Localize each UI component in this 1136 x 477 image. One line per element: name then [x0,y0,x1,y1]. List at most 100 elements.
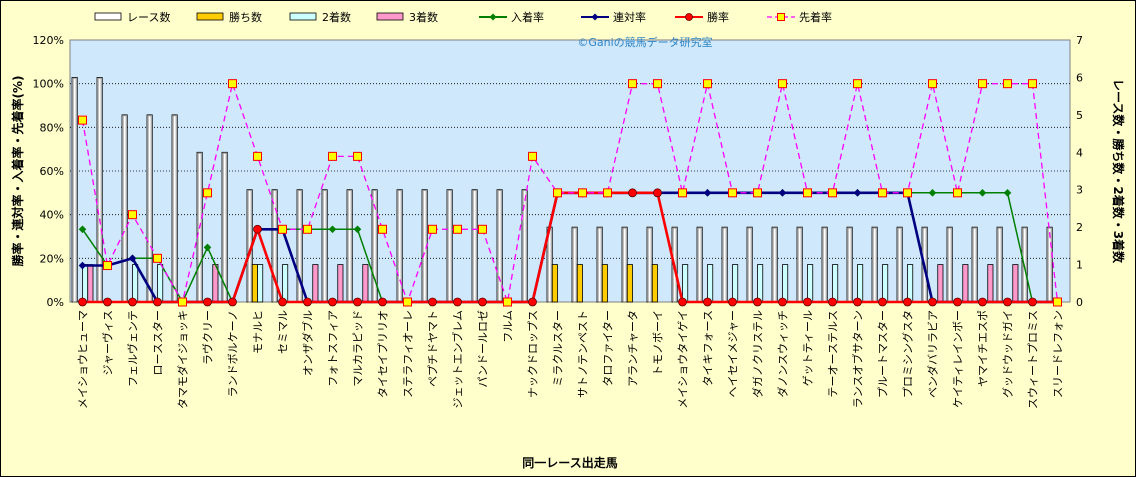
point-勝率-6 [228,297,237,307]
point-先着率-37 [1003,79,1012,89]
point-先着率-14 [428,224,437,234]
point-連対率-2 [128,254,137,263]
legend-item-3着数: 3着数 [376,10,438,24]
category-label: ダノンスウィッチ [776,310,790,397]
bar-2着数-26 [732,264,739,303]
category-label: ジャーヴィス [101,310,115,375]
bar-勝ち数-23 [651,264,658,303]
bar-2着数-8 [282,264,289,303]
bar-勝ち数-22 [626,264,633,303]
point-先着率-11 [353,151,362,161]
right-tick-label: 1 [1076,259,1083,272]
bar-2着数-30 [832,264,839,303]
point-先着率-27 [753,188,762,198]
bar-レース数-1 [96,77,103,303]
category-label: フルム [502,310,515,343]
bar-レース数-21 [596,226,603,303]
point-勝率-26 [728,297,737,307]
legend-label: 勝率 [707,10,729,24]
point-先着率-21 [603,188,612,198]
point-先着率-33 [903,188,912,198]
left-tick-label: 20% [40,252,64,265]
point-勝率-22 [628,188,637,198]
point-勝率-1 [103,297,112,307]
point-勝率-23 [653,188,662,198]
point-先着率-35 [953,188,962,198]
point-先着率-12 [378,224,387,234]
point-入着率-36 [978,189,987,197]
point-先着率-32 [878,188,887,198]
point-入着率-0 [78,225,87,234]
point-勝率-34 [928,297,937,307]
point-先着率-38 [1028,79,1037,89]
bar-3着数-36 [987,264,994,303]
category-label: マルカラピッド [352,310,365,387]
left-tick-label: 40% [40,209,64,222]
bar-レース数-27 [746,226,753,303]
category-label: ランスオブサターン [851,310,865,408]
bar-2着数-27 [757,264,764,303]
point-勝率-36 [978,297,987,307]
point-先着率-39 [1053,297,1062,307]
category-label: ヘイセイメジャー [727,310,740,397]
right-axis-ticks: 0 1 2 3 4 5 6 7 [1076,34,1083,309]
bar-レース数-15 [446,189,453,303]
point-入着率-37 [1003,189,1012,197]
bar-レース数-39 [1046,226,1053,303]
bar-2着数-29 [807,264,814,303]
point-先着率-26 [728,188,737,198]
point-勝率-12 [378,297,387,307]
bar-3着数-35 [962,264,969,303]
point-先着率-1 [103,261,112,271]
point-先着率-10 [328,151,337,161]
bar-レース数-23 [646,226,653,303]
category-label: サトノテンペスト [577,310,590,398]
category-label: ランドボルケーノ [227,310,240,397]
category-labels: メイショウヒューマ ジャーヴィス フェルヴェンテ ローススター タマモダイジョッキ ラヴク… [77,310,1065,409]
category-label: ローススター [152,310,165,375]
point-先着率-2 [128,210,137,220]
bar-レース数-35 [946,226,953,303]
point-勝率-9 [303,297,312,307]
left-tick-label: 0% [47,296,64,309]
category-label: グッドウッドガイ [1001,310,1015,398]
point-先着率-34 [928,79,937,89]
bar-3着数-37 [1012,264,1019,303]
point-勝率-25 [703,297,712,307]
point-入着率-34 [928,189,937,197]
bar-レース数-29 [796,226,803,303]
legend: レース数 勝ち数 2着数 3着数 入着率 連対率 勝率 先着率 [94,10,832,24]
category-label: ナックドロップス [527,310,540,398]
category-label: スリードレフォン [1052,310,1065,398]
category-label: ステラフィオーレ [402,310,415,398]
point-勝率-14 [428,297,437,307]
point-先着率-22 [628,79,637,89]
point-先着率-7 [253,151,262,161]
right-tick-label: 6 [1076,71,1083,84]
bar-2着数-25 [707,264,714,303]
category-label: テーオーステルス [827,310,840,397]
point-先着率-18 [528,151,537,161]
point-勝率-7 [253,224,262,234]
x-axis-title: 同一レース出走馬 [522,455,617,470]
point-勝率-10 [328,297,337,307]
legend-label: 勝ち数 [229,10,262,24]
left-tick-label: 60% [40,165,64,178]
right-tick-label: 3 [1076,184,1083,197]
point-入着率-5 [203,243,212,252]
point-先着率-15 [453,224,462,234]
category-label: モナルヒ [252,310,265,354]
point-先着率-20 [578,188,587,198]
category-label: タロファイター [602,310,615,387]
line-series [78,79,1062,307]
category-label: ヤマイチエスポ [977,310,990,387]
bar-レース数-3 [146,114,153,303]
bar-レース数-26 [721,226,728,303]
point-勝率-30 [828,297,837,307]
category-label: プルートマスター [877,310,890,398]
left-tick-label: 80% [40,121,64,134]
point-先着率-0 [78,115,87,125]
legend-item-勝率: 勝率 [675,10,729,24]
right-tick-label: 5 [1076,109,1083,122]
point-連対率-31 [853,189,862,197]
